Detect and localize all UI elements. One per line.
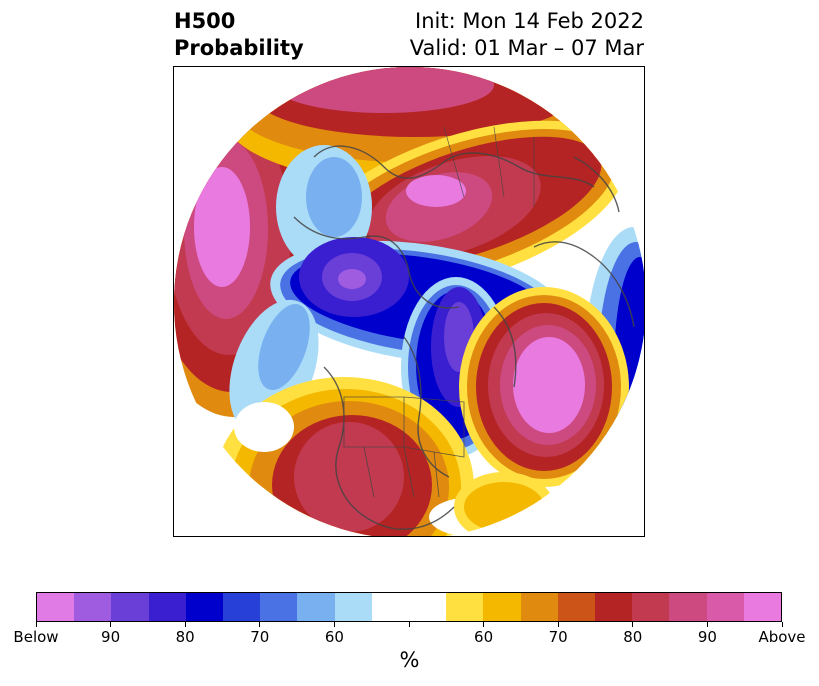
title-left: H500 Probability [174,8,304,62]
coastline-overlay [293,126,635,530]
colorbar-segment [595,593,633,621]
colorbar [36,592,782,622]
probability-contours [174,67,644,536]
colorbar-tick [706,622,708,627]
colorbar-tick [781,622,783,627]
colorbar-segment [297,593,335,621]
colorbar-segment [520,593,558,621]
colorbar-tick-label: 90 [101,628,121,646]
colorbar-tick [110,622,112,627]
title-product: Probability [174,36,304,60]
colorbar-ticks [35,622,783,630]
init-date: Init: Mon 14 Feb 2022 [415,9,644,33]
colorbar-tick [557,622,559,627]
colorbar-segment [371,593,410,621]
colorbar-segment [37,593,75,621]
colorbar-segment [334,593,372,621]
colorbar-segment [483,593,521,621]
colorbar-segment [260,593,298,621]
colorbar-tick-label: 70 [250,628,270,646]
colorbar-segment [185,593,224,621]
title-variable: H500 [174,9,236,33]
colorbar-tick [333,622,335,627]
colorbar-segment [706,593,744,621]
colorbar-segment [669,593,707,621]
map-panel [173,66,645,537]
colorbar-segment [743,593,782,621]
colorbar-segment [409,593,447,621]
colorbar-tick-label: Below [13,628,59,646]
colorbar-tick-label: 80 [623,628,643,646]
colorbar-tick [259,622,261,627]
colorbar-tick [632,622,634,627]
colorbar-tick-label: 70 [548,628,568,646]
colorbar-tick-label: 60 [324,628,344,646]
colorbar-tick-label: 60 [474,628,494,646]
colorbar-segment [557,593,596,621]
title-right: Init: Mon 14 Feb 2022 Valid: 01 Mar – 07… [410,8,644,62]
valid-range: Valid: 01 Mar – 07 Mar [409,36,644,60]
colorbar-tick-label: 80 [175,628,195,646]
colorbar-tick [35,622,37,627]
colorbar-tick [483,622,485,627]
colorbar-tick [408,622,410,627]
colorbar-tick-label: Above [758,628,806,646]
colorbar-unit: % [399,648,420,672]
colorbar-segment [74,593,112,621]
colorbar-tick-label: 90 [697,628,717,646]
colorbar-segment [223,593,261,621]
colorbar-segment [632,593,670,621]
colorbar-segment [111,593,149,621]
probability-map [174,67,644,536]
colorbar-segment [148,593,186,621]
colorbar-segment [446,593,484,621]
colorbar-tick [184,622,186,627]
